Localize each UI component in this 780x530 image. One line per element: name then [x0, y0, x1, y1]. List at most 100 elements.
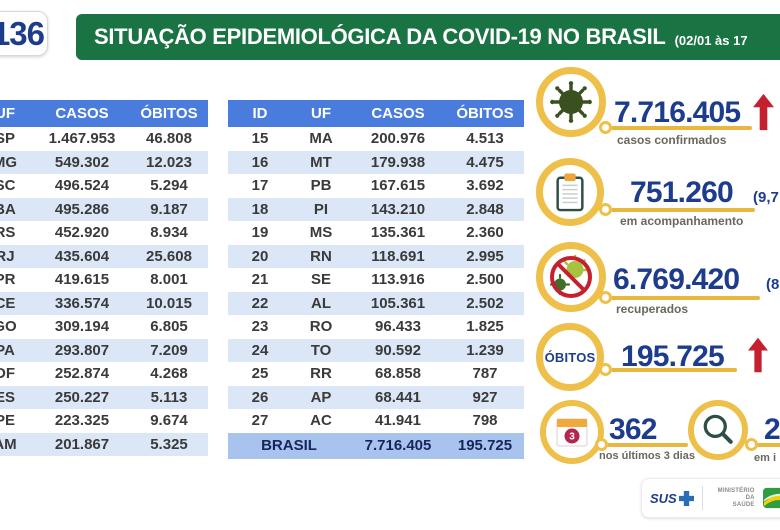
connector-ring — [595, 438, 608, 451]
magnifier-icon — [703, 414, 733, 444]
cell-obitos: 798 — [472, 412, 498, 430]
cell-obitos: 5.113 — [130, 385, 208, 409]
cell-uf: SC — [0, 177, 16, 195]
cell-casos: 41.941 — [375, 412, 421, 430]
cell-uf: SE — [310, 271, 331, 289]
cell-casos: 68.858 — [375, 365, 421, 383]
col-obitos: ÓBITOS — [130, 100, 208, 127]
cell-obitos: 3.692 — [466, 177, 504, 195]
cell-id: 15 — [251, 130, 269, 148]
clipboard-icon — [556, 173, 584, 212]
cell-uf: SP — [0, 130, 15, 148]
table-header-row: ID UF CASOS ÓBITOS — [228, 100, 524, 127]
calendar-badge-number: 3 — [569, 432, 575, 443]
cell-casos: 135.361 — [370, 224, 426, 242]
cell-uf: RN — [292, 244, 350, 268]
cell-uf: AC — [310, 412, 332, 430]
stat-underline — [611, 126, 752, 130]
connector-ring — [599, 291, 612, 304]
cell-uf: AL — [292, 291, 350, 315]
cell-uf: TO — [292, 338, 350, 362]
stat-underline — [611, 296, 760, 300]
col-obitos: ÓBITOS — [446, 100, 524, 127]
table-row: 25 RR 68.858 787 — [228, 362, 524, 386]
footer-divider — [701, 486, 703, 510]
cell-obitos: 9.187 — [130, 197, 208, 221]
cell-uf: PR — [0, 271, 16, 289]
cell-id: 27 — [251, 412, 269, 430]
states-table-right: ID UF CASOS ÓBITOS 15 MA 200.976 4.513 16 MT 1… — [228, 100, 524, 459]
cell-obitos: 4.475 — [446, 150, 524, 174]
cell-obitos: 5.294 — [150, 177, 188, 195]
cell-casos: 495.286 — [34, 197, 130, 221]
cell-uf: RO — [309, 318, 333, 336]
page-title: SITUAÇÃO EPIDEMIOLÓGICA DA COVID-19 NO B… — [94, 24, 666, 49]
deaths-value: 195.725 — [621, 340, 725, 373]
cell-obitos: 9.674 — [150, 412, 188, 430]
table-row: 16 MT 179.938 4.475 — [228, 150, 524, 174]
cell-casos: 309.194 — [54, 318, 110, 336]
cell-id: 19 — [251, 224, 269, 242]
confirmed-cases-value: 7.716.405 — [614, 96, 741, 129]
cell-uf: RJ — [0, 244, 34, 268]
cell-casos: 250.227 — [34, 385, 130, 409]
cell-casos: 200.976 — [370, 130, 426, 148]
cell-obitos: 4.513 — [466, 130, 504, 148]
table-row: 26 AP 68.441 927 — [228, 385, 524, 409]
col-casos: CASOS — [34, 100, 130, 127]
connector-ring — [599, 121, 612, 134]
cell-casos: 90.592 — [350, 338, 446, 362]
virus-icon — [550, 81, 592, 123]
header-bar: SITUAÇÃO EPIDEMIOLÓGICA DA COVID-19 NO B… — [76, 14, 780, 60]
cell-obitos: 46.808 — [146, 130, 192, 148]
cell-uf: MA — [309, 130, 333, 148]
total-obitos: 195.725 — [446, 432, 524, 459]
states-table-left: ID UF CASOS ÓBITOS 1SP1.467.95346.8082MG… — [0, 100, 208, 456]
cell-casos: 336.574 — [34, 291, 130, 315]
total-label: BRASIL — [228, 432, 350, 459]
hotline-badge: 136 — [0, 11, 48, 56]
cell-obitos: 787 — [472, 365, 498, 383]
recovered-circle — [536, 242, 606, 312]
cell-casos: 435.604 — [34, 244, 130, 268]
table-row: 23 RO 96.433 1.825 — [228, 315, 524, 339]
recent-deaths-label: nos últimos 3 dias — [599, 450, 695, 462]
cell-obitos: 2.502 — [446, 291, 524, 315]
cell-uf: BA — [0, 197, 34, 221]
up-arrow-icon — [753, 93, 774, 131]
cell-obitos: 5.325 — [130, 432, 208, 456]
stat-underline — [757, 443, 780, 447]
cell-casos: 549.302 — [34, 150, 130, 174]
cell-obitos: 1.239 — [446, 338, 524, 362]
cell-casos: 113.916 — [371, 271, 425, 289]
table-row: 15 MA 200.976 4.513 — [228, 127, 524, 151]
sus-cross-icon — [678, 490, 694, 506]
cell-casos: 118.691 — [350, 244, 446, 268]
cell-obitos: 25.608 — [130, 244, 208, 268]
cell-id: 24 — [228, 338, 292, 362]
brasil-total-row: BRASIL 7.716.405 195.725 — [228, 432, 524, 459]
table-row: 22 AL 105.361 2.502 — [228, 291, 524, 315]
cell-casos: 143.210 — [350, 197, 446, 221]
investigation-value: 2 — [764, 413, 780, 446]
recent-deaths-circle: 3 — [540, 400, 604, 464]
cell-id: 16 — [228, 150, 292, 174]
cell-uf: ES — [0, 385, 34, 409]
calendar-icon: 3 — [556, 418, 588, 447]
cell-casos: 419.615 — [54, 271, 110, 289]
cell-id: 18 — [228, 197, 292, 221]
cell-id: 20 — [228, 244, 292, 268]
recovered-percent: (8 — [766, 276, 780, 293]
gov-brasil-logo-icon — [762, 487, 780, 509]
cell-id: 17 — [251, 177, 269, 195]
hotline-number: 136 — [0, 14, 45, 52]
cell-uf: CE — [0, 291, 34, 315]
col-id: ID — [228, 100, 292, 127]
connector-ring — [599, 363, 612, 376]
